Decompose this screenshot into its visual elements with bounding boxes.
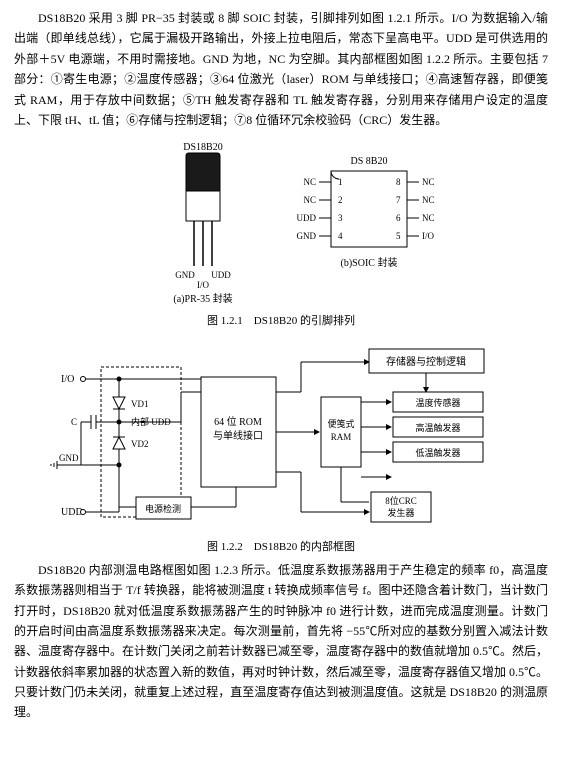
temp-sensor-text: 温度传感器 [415,397,460,408]
svg-text:3: 3 [338,213,343,223]
pin-gnd-a: GND [175,270,195,280]
svg-text:8: 8 [396,177,401,187]
svg-text:5: 5 [396,231,401,241]
vd2-label: VD2 [131,439,149,449]
mem-ctrl-text: 存储器与控制逻辑 [386,355,466,368]
hi-trig-text: 高温触发器 [415,422,460,433]
ram-block: 便笺式 RAM [321,397,361,467]
figure-1-2-1: DS18B20 GND I/O UDD (a)PR-35 封装 DS 8B20 … [14,136,548,306]
crc-text-2: 发生器 [387,507,414,518]
mem-ctrl-block: 存储器与控制逻辑 [369,349,484,373]
vd1-label: VD1 [131,399,149,409]
svg-text:GND: GND [297,231,317,241]
soic-package: DS 8B20 1 2 3 4 8 7 6 5 NC NC UDD GND NC NC NC I/O… [297,156,435,269]
to92-label: DS18B20 [183,142,222,153]
soic-label: DS 8B20 [351,156,388,167]
svg-text:NC: NC [303,195,316,205]
svg-text:NC: NC [422,195,435,205]
rom64-text-2: 与单线接口 [213,429,263,442]
power-detect-block: 电源检测 [119,487,236,519]
crc-block: 8位CRC 发生器 [371,492,431,522]
svg-text:6: 6 [396,213,401,223]
lo-trig-text: 低温触发器 [415,447,460,458]
gnd-label: GND [59,453,79,463]
to92-package: DS18B20 GND I/O UDD (a)PR-35 封装 [173,142,232,305]
rom64-text-1: 64 位 ROM [214,415,262,428]
rom64-block: 64 位 ROM 与单线接口 [119,377,276,487]
pin-udd-a: UDD [211,270,231,280]
svg-text:NC: NC [422,213,435,223]
fig1-svg: DS18B20 GND I/O UDD (a)PR-35 封装 DS 8B20 … [91,136,471,306]
svg-text:1: 1 [338,177,343,187]
ram-text-1: 便笺式 [327,418,354,429]
paragraph-1: DS18B20 采用 3 脚 PR−35 封装或 8 脚 SOIC 封装，引脚排… [14,8,548,130]
io-label: I/O [61,374,74,385]
parasitic-power: I/O VD1 内部 UDD VD2 C GND UDD [51,367,181,518]
pin-io-a: I/O [197,280,209,290]
paragraph-2: DS18B20 内部测温电路框图如图 1.2.3 所示。低温度系数振荡器用于产生… [14,560,548,723]
svg-text:UDD: UDD [297,213,317,223]
svg-text:NC: NC [422,177,435,187]
c-label: C [71,417,77,427]
caption-1-2-2: 图 1.2.2 DS18B20 的内部框图 [14,538,548,557]
ram-text-2: RAM [331,432,352,442]
udd-label: UDD [61,507,83,518]
temp-sensor-block: 温度传感器 [393,392,483,412]
caption-1-2-1: 图 1.2.1 DS18B20 的引脚排列 [14,312,548,331]
sublabel-a: (a)PR-35 封装 [173,292,232,305]
figure-1-2-2: I/O VD1 内部 UDD VD2 C GND UDD 电源检测 64 位 R… [14,337,548,532]
to92-cap [186,153,220,191]
svg-text:NC: NC [303,177,316,187]
sublabel-b: (b)SOIC 封装 [341,256,398,269]
svg-text:2: 2 [338,195,343,205]
to92-body [186,191,220,221]
hi-trig-block: 高温触发器 [393,417,483,437]
crc-text-1: 8位CRC [385,495,417,506]
svg-text:4: 4 [338,231,343,241]
lo-trig-block: 低温触发器 [393,442,483,462]
pwr-detect-text: 电源检测 [145,503,181,514]
fig2-svg: I/O VD1 内部 UDD VD2 C GND UDD 电源检测 64 位 R… [41,337,521,532]
svg-text:I/O: I/O [422,231,434,241]
svg-text:7: 7 [396,195,401,205]
